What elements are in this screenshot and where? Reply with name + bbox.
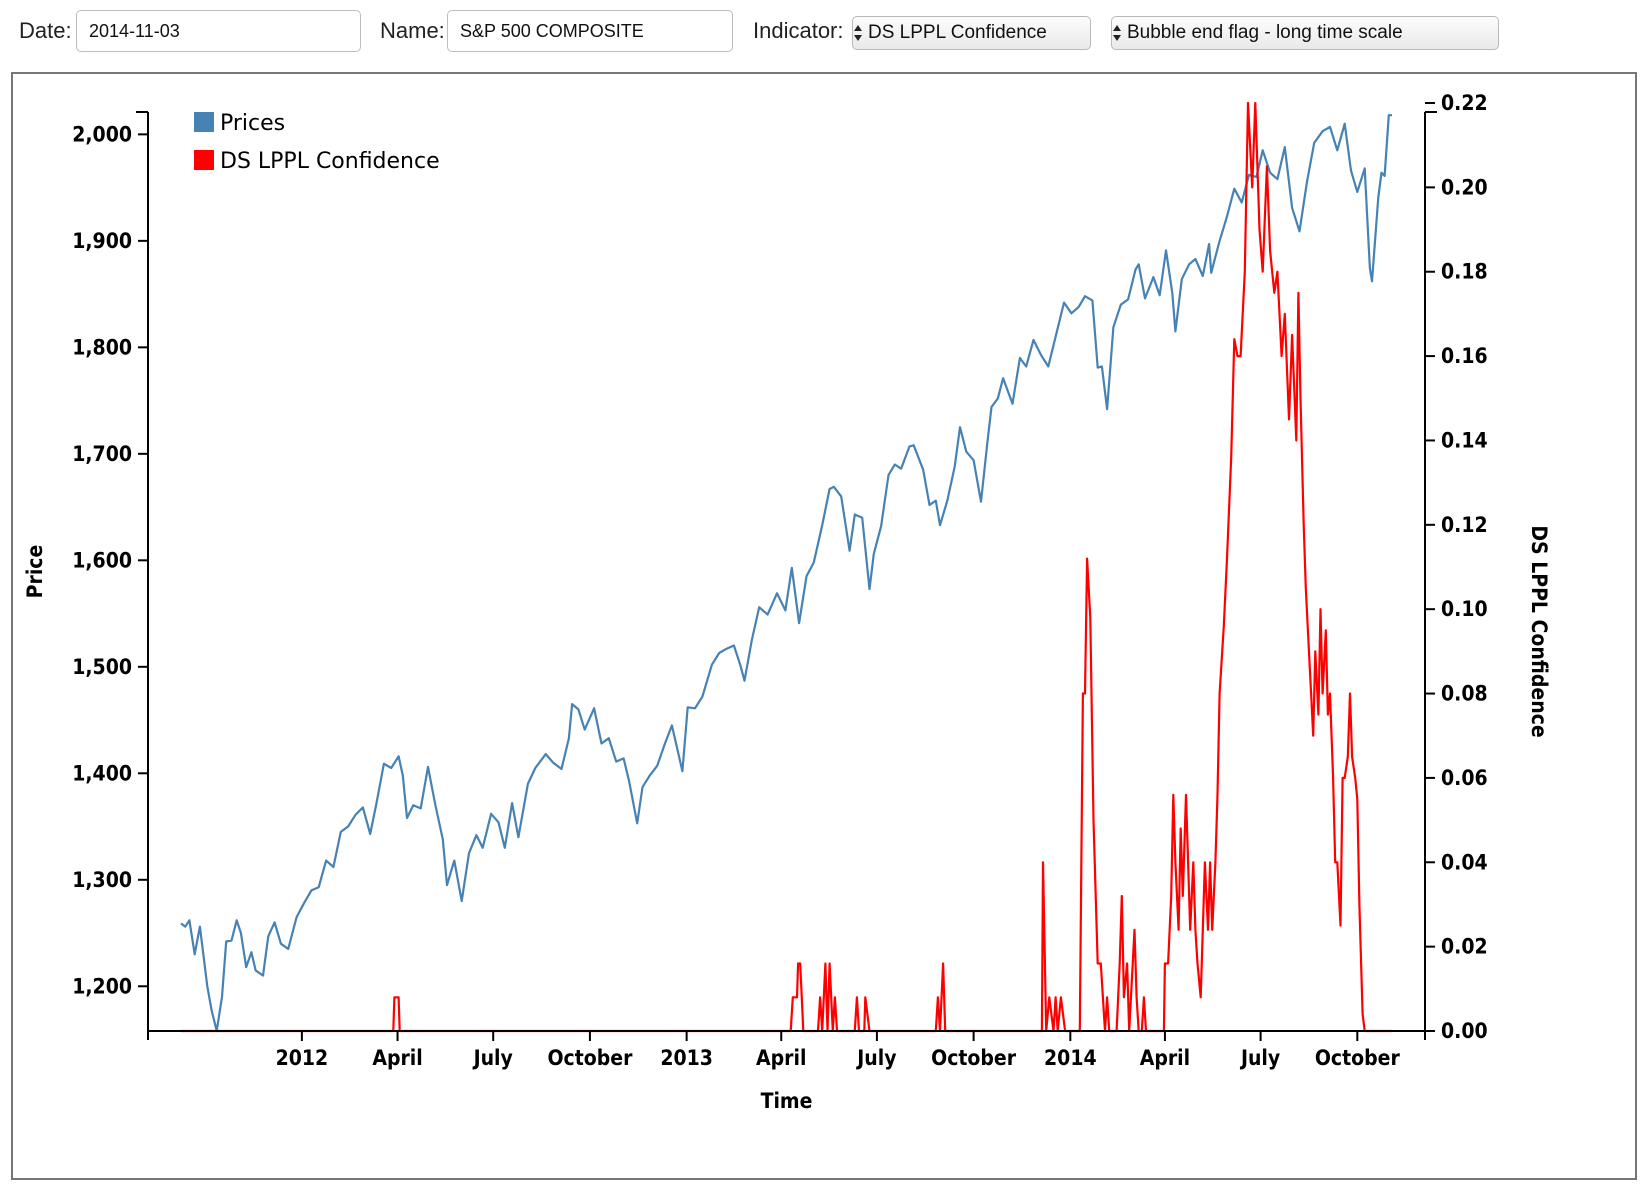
y2-tick-label: 0.14 (1441, 428, 1488, 452)
y2-axis-title: DS LPPL Confidence (1527, 525, 1551, 737)
x-tick-label: October (1315, 1046, 1401, 1070)
y-tick-label: 1,400 (72, 761, 132, 785)
y2-tick-label: 0.04 (1441, 850, 1488, 874)
chart-legend: Prices DS LPPL Confidence (194, 111, 440, 174)
y2-tick-label: 0.20 (1441, 175, 1488, 199)
scale-select[interactable]: Bubble end flag - long time scale (1111, 16, 1499, 50)
y-tick-label: 1,500 (72, 655, 132, 679)
x-tick-label: October (931, 1046, 1017, 1070)
indicator-select-value: DS LPPL Confidence (868, 22, 1047, 43)
legend-label-confidence: DS LPPL Confidence (220, 149, 440, 174)
date-input[interactable] (76, 10, 361, 52)
indicator-select[interactable]: DS LPPL Confidence (852, 16, 1091, 50)
x-tick-label: 2014 (1044, 1046, 1097, 1070)
prices-line (180, 114, 1392, 1033)
chart-axes: 1,200 1,300 1,400 1,500 1,600 1,700 1,800 1,900… (72, 91, 1487, 1070)
x-tick-label: April (372, 1046, 422, 1070)
confidence-line (181, 101, 1392, 1033)
y2-tick-label: 0.12 (1441, 513, 1488, 537)
y-tick-label: 1,300 (72, 868, 132, 892)
x-tick-label: April (756, 1046, 806, 1070)
scale-select-value: Bubble end flag - long time scale (1127, 22, 1403, 43)
y-axis-title: Price (23, 545, 47, 599)
y2-tick-label: 0.06 (1441, 766, 1488, 790)
y-tick-label: 1,700 (72, 442, 132, 466)
date-label: Date: (19, 18, 72, 43)
x-tick-label: July (1239, 1046, 1280, 1070)
y2-tick-label: 0.22 (1441, 91, 1488, 115)
y-tick-label: 2,000 (72, 122, 132, 146)
x-tick-label: 2013 (660, 1046, 713, 1070)
y2-tick-label: 0.08 (1441, 682, 1488, 706)
name-input[interactable] (447, 10, 733, 52)
x-tick-label: 2012 (276, 1046, 329, 1070)
select-arrows-icon (1113, 25, 1121, 41)
y-tick-label: 1,900 (72, 229, 132, 253)
y2-tick-label: 0.16 (1441, 344, 1488, 368)
y-tick-label: 1,600 (72, 548, 132, 572)
x-tick-label: July (855, 1046, 896, 1070)
x-tick-label: July (472, 1046, 513, 1070)
y-tick-label: 1,200 (72, 974, 132, 998)
toolbar: Date: Name: Indicator: DS LPPL Confidenc… (0, 0, 1646, 66)
legend-swatch-confidence (194, 150, 214, 170)
indicator-label: Indicator: (753, 18, 844, 43)
y2-tick-label: 0.02 (1441, 935, 1488, 959)
y2-tick-label: 0.00 (1441, 1019, 1488, 1043)
name-label: Name: (380, 18, 445, 43)
y2-tick-label: 0.10 (1441, 597, 1488, 621)
select-arrows-icon (854, 25, 862, 41)
legend-label-prices: Prices (220, 111, 285, 136)
prices-series (180, 114, 1392, 1033)
x-tick-label: October (547, 1046, 633, 1070)
x-tick-label: April (1140, 1046, 1190, 1070)
y2-tick-label: 0.18 (1441, 260, 1488, 284)
y-tick-label: 1,800 (72, 335, 132, 359)
x-axis-title: Time (761, 1089, 813, 1113)
legend-swatch-prices (194, 112, 214, 132)
chart-frame (11, 72, 1637, 1180)
confidence-series (181, 101, 1392, 1033)
